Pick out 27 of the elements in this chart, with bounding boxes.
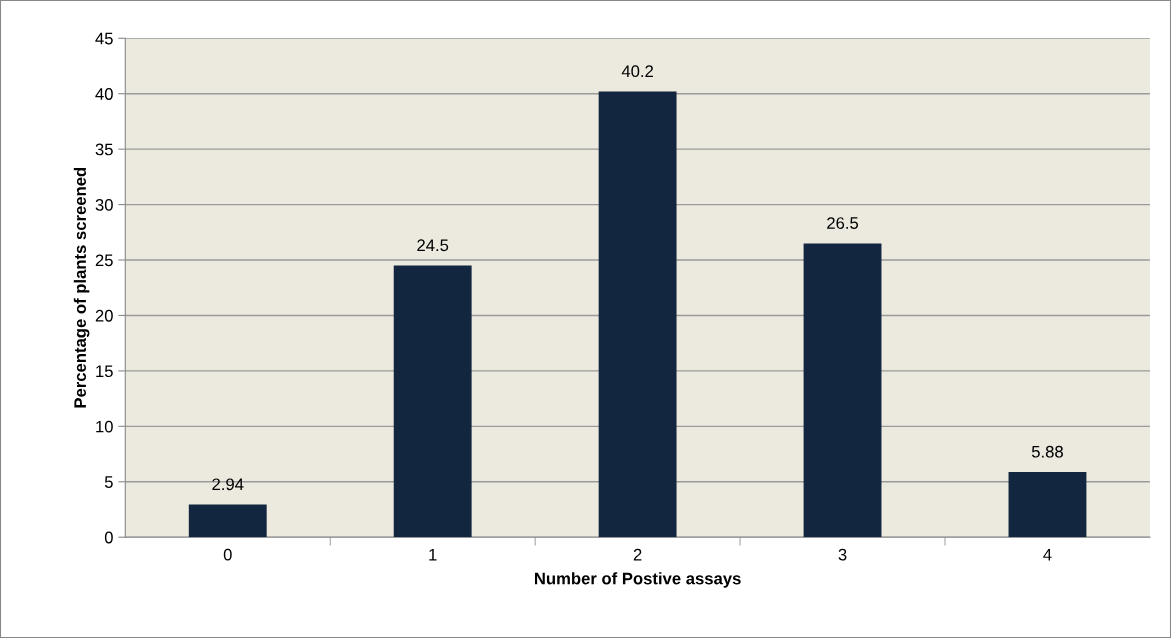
bar bbox=[803, 243, 882, 538]
y-tick-label: 25 bbox=[95, 254, 113, 267]
data-label: 5.88 bbox=[1031, 445, 1063, 458]
y-tick-label: 5 bbox=[104, 476, 113, 488]
y-tick-label: 0 bbox=[104, 531, 113, 544]
x-axis-title: Number of Postive assays bbox=[534, 572, 741, 588]
y-tick-label: 15 bbox=[96, 365, 113, 378]
y-tick-label: 20 bbox=[95, 309, 113, 322]
bar bbox=[393, 265, 472, 538]
y-tick-label: 40 bbox=[95, 88, 113, 100]
bar bbox=[188, 504, 267, 538]
data-label: 26.5 bbox=[827, 217, 859, 229]
x-tick-label: 1 bbox=[429, 548, 437, 561]
x-tick-label: 4 bbox=[1043, 548, 1052, 561]
x-tick-label: 3 bbox=[838, 548, 847, 561]
y-tick-label: 45 bbox=[95, 32, 113, 45]
data-label: 40.2 bbox=[621, 65, 653, 78]
y-tick-label: 30 bbox=[95, 198, 113, 211]
x-tick-label: 2 bbox=[633, 548, 642, 561]
bar bbox=[1008, 472, 1087, 538]
y-axis-title: Percentage of plants screened bbox=[73, 167, 90, 408]
data-label: 24.5 bbox=[417, 239, 449, 252]
x-tick-label: 0 bbox=[223, 548, 232, 561]
bar bbox=[598, 91, 677, 538]
data-label: 2.94 bbox=[212, 478, 244, 491]
y-tick-label: 35 bbox=[95, 143, 113, 156]
y-tick-label: 10 bbox=[96, 420, 113, 433]
